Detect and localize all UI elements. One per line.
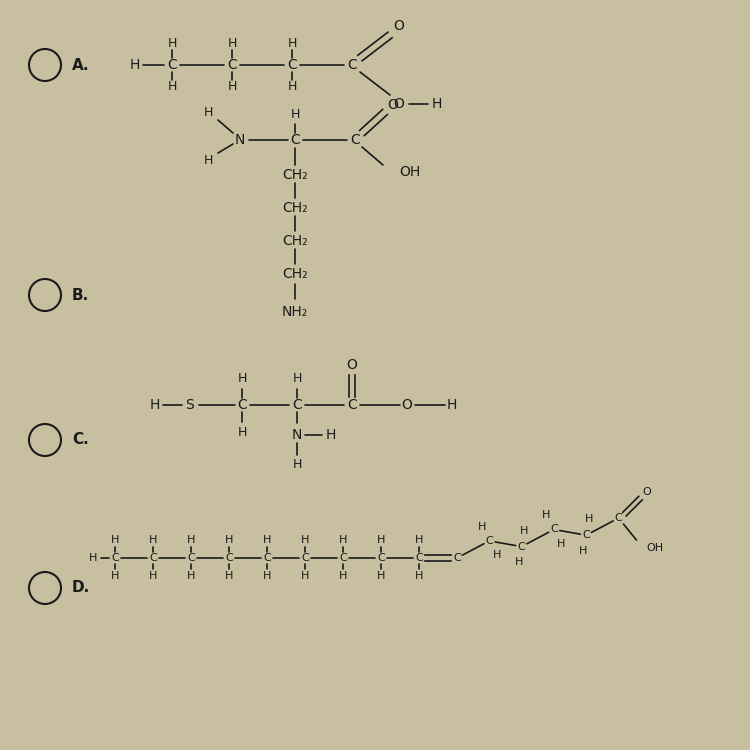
Text: C: C — [149, 553, 157, 563]
Text: C: C — [290, 133, 300, 147]
Text: C: C — [582, 530, 590, 540]
Text: H: H — [187, 535, 195, 545]
Text: H: H — [376, 535, 386, 545]
Text: C: C — [225, 553, 232, 563]
Text: H: H — [287, 80, 297, 94]
Text: O: O — [346, 358, 358, 372]
Text: C: C — [287, 58, 297, 72]
Text: C: C — [347, 398, 357, 412]
Text: H: H — [262, 535, 272, 545]
Text: C: C — [347, 58, 357, 72]
Text: C: C — [415, 553, 423, 563]
Text: H: H — [301, 571, 309, 581]
Text: H: H — [130, 58, 140, 72]
Text: H: H — [557, 538, 566, 549]
Text: H: H — [514, 557, 523, 567]
Text: H: H — [520, 526, 529, 536]
Text: O: O — [388, 98, 398, 112]
Text: CH₂: CH₂ — [282, 168, 308, 182]
Text: C: C — [485, 536, 494, 546]
Text: H: H — [376, 571, 386, 581]
Text: C: C — [350, 133, 360, 147]
Text: H: H — [167, 80, 177, 94]
Text: N: N — [292, 428, 302, 442]
Text: H: H — [432, 97, 442, 111]
Text: C: C — [111, 553, 118, 563]
Text: H: H — [326, 428, 336, 442]
Text: H: H — [301, 535, 309, 545]
Text: C: C — [550, 524, 558, 535]
Text: H: H — [262, 571, 272, 581]
Text: H: H — [203, 154, 213, 166]
Text: H: H — [339, 571, 347, 581]
Text: H: H — [339, 535, 347, 545]
Text: C: C — [167, 58, 177, 72]
Text: A.: A. — [72, 58, 90, 73]
Text: C: C — [339, 553, 346, 563]
Text: D.: D. — [72, 580, 90, 596]
Text: H: H — [148, 535, 158, 545]
Text: C: C — [377, 553, 385, 563]
Text: NH₂: NH₂ — [282, 305, 308, 319]
Text: B.: B. — [72, 287, 89, 302]
Text: H: H — [542, 510, 550, 520]
Text: H: H — [415, 535, 423, 545]
Text: H: H — [148, 571, 158, 581]
Text: H: H — [415, 571, 423, 581]
Text: H: H — [88, 553, 98, 563]
Text: O: O — [394, 19, 404, 33]
Text: OH: OH — [399, 165, 420, 179]
Text: H: H — [287, 37, 297, 50]
Text: H: H — [585, 514, 593, 524]
Text: C.: C. — [72, 433, 88, 448]
Text: C: C — [292, 398, 302, 412]
Text: H: H — [237, 373, 247, 386]
Text: CH₂: CH₂ — [282, 234, 308, 248]
Text: C: C — [453, 553, 460, 563]
Text: O: O — [394, 97, 404, 111]
Text: H: H — [290, 109, 300, 122]
Text: C: C — [518, 542, 526, 551]
Text: H: H — [292, 373, 302, 386]
Text: CH₂: CH₂ — [282, 201, 308, 215]
Text: H: H — [292, 458, 302, 472]
Text: H: H — [111, 571, 119, 581]
Text: C: C — [237, 398, 247, 412]
Text: H: H — [111, 535, 119, 545]
Text: H: H — [579, 546, 587, 556]
Text: H: H — [150, 398, 160, 412]
Text: H: H — [187, 571, 195, 581]
Text: H: H — [237, 425, 247, 439]
Text: H: H — [493, 550, 501, 560]
Text: C: C — [227, 58, 237, 72]
Text: H: H — [447, 398, 458, 412]
Text: O: O — [642, 487, 651, 497]
Text: C: C — [615, 513, 622, 523]
Text: OH: OH — [646, 543, 664, 553]
Text: C: C — [188, 553, 195, 563]
Text: H: H — [225, 571, 233, 581]
Text: H: H — [478, 522, 486, 532]
Text: H: H — [167, 37, 177, 50]
Text: O: O — [401, 398, 412, 412]
Text: C: C — [301, 553, 309, 563]
Text: CH₂: CH₂ — [282, 267, 308, 281]
Text: S: S — [186, 398, 194, 412]
Text: C: C — [263, 553, 271, 563]
Text: H: H — [227, 80, 237, 94]
Text: H: H — [203, 106, 213, 118]
Text: N: N — [235, 133, 245, 147]
Text: H: H — [227, 37, 237, 50]
Text: H: H — [225, 535, 233, 545]
